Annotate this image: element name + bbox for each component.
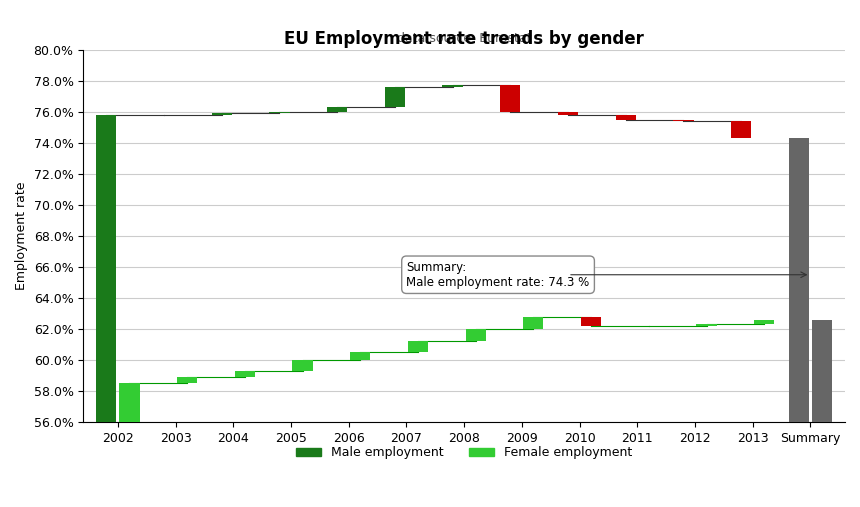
Bar: [443, 86, 463, 87]
Bar: [731, 121, 752, 138]
Bar: [269, 112, 290, 114]
Bar: [616, 115, 636, 120]
Bar: [812, 320, 832, 422]
Bar: [501, 86, 520, 112]
Bar: [465, 329, 486, 342]
Bar: [235, 371, 255, 377]
Bar: [177, 377, 197, 383]
Bar: [327, 107, 347, 112]
Bar: [581, 317, 601, 326]
Bar: [292, 360, 313, 371]
Bar: [523, 317, 544, 329]
Bar: [697, 324, 716, 326]
Bar: [384, 87, 405, 107]
Title: EU Employment rate trends by gender: EU Employment rate trends by gender: [284, 30, 644, 48]
Bar: [350, 352, 371, 360]
Text: data source: Eurostat: data source: Eurostat: [396, 32, 531, 45]
Bar: [558, 112, 578, 115]
Bar: [673, 120, 693, 121]
Bar: [120, 383, 139, 422]
Bar: [212, 114, 232, 115]
Bar: [754, 320, 774, 324]
Bar: [408, 342, 428, 352]
Legend: Male employment, Female employment: Male employment, Female employment: [292, 441, 637, 464]
Y-axis label: Employment rate: Employment rate: [15, 182, 28, 290]
Bar: [789, 138, 809, 422]
Text: Summary:
Male employment rate: 74.3 %: Summary: Male employment rate: 74.3 %: [407, 261, 590, 289]
Bar: [96, 115, 116, 422]
